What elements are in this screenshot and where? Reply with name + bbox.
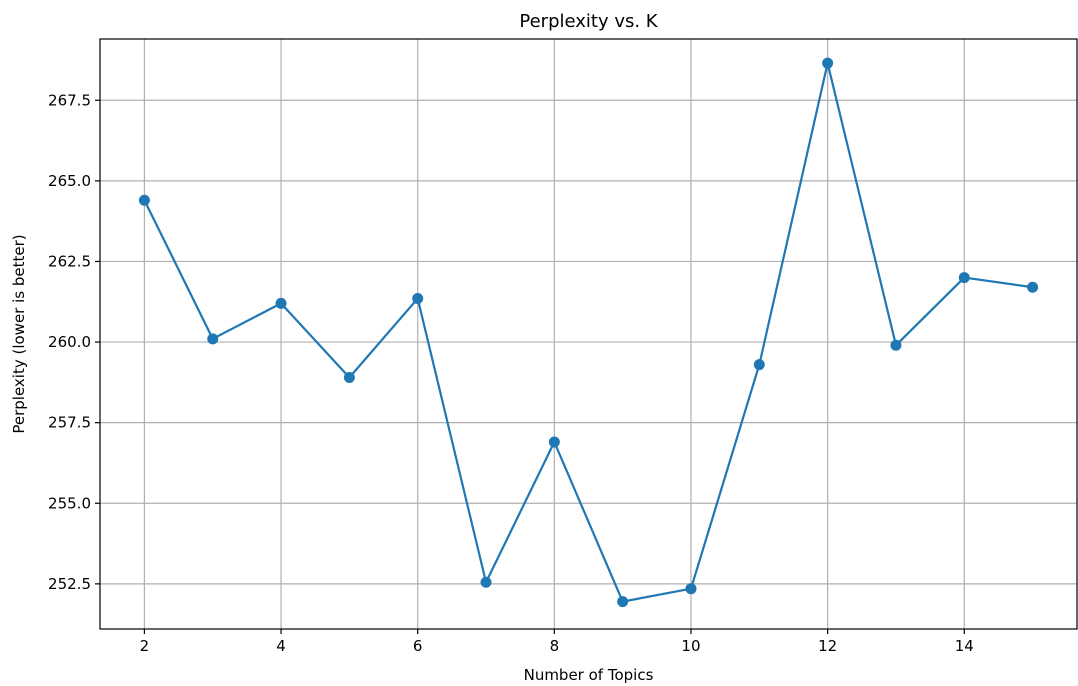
y-tick-label: 252.5	[48, 575, 91, 593]
data-point	[753, 359, 765, 371]
data-point	[617, 596, 629, 608]
data-point	[958, 272, 970, 284]
series-line-path	[143, 62, 1033, 603]
y-tick-label: 267.5	[48, 91, 91, 109]
grid-lines	[100, 39, 1077, 629]
x-tick-label: 14	[955, 637, 974, 655]
x-axis-label: Number of Topics	[524, 666, 654, 684]
data-point	[412, 293, 424, 305]
y-tick-label: 260.0	[48, 333, 91, 351]
x-tick-label: 4	[276, 637, 286, 655]
plot-frame	[99, 38, 1078, 630]
series-line	[138, 57, 1039, 608]
y-axis-label: Perplexity (lower is better)	[10, 234, 28, 433]
y-tick-label: 255.0	[48, 494, 91, 512]
data-point	[1027, 281, 1039, 293]
data-point	[138, 194, 150, 206]
y-tick-label: 265.0	[48, 172, 91, 190]
y-tick-label: 257.5	[48, 414, 91, 432]
data-point	[343, 372, 355, 384]
data-point	[548, 436, 560, 448]
y-tick-label: 262.5	[48, 252, 91, 270]
data-point	[207, 333, 219, 345]
data-point	[822, 57, 834, 69]
axis-ticks: 2 4 6 8 10 12 14 252.5 255.0 257.5 260.0 262.5 265.0…	[48, 91, 974, 655]
data-point	[275, 297, 287, 309]
x-tick-label: 2	[140, 637, 150, 655]
data-point	[685, 583, 697, 595]
data-point	[480, 576, 492, 588]
x-tick-label: 10	[681, 637, 700, 655]
x-tick-label: 8	[550, 637, 560, 655]
x-tick-label: 6	[413, 637, 423, 655]
x-tick-label: 12	[818, 637, 837, 655]
data-point	[890, 339, 902, 351]
chart-title: Perplexity vs. K	[519, 11, 658, 32]
